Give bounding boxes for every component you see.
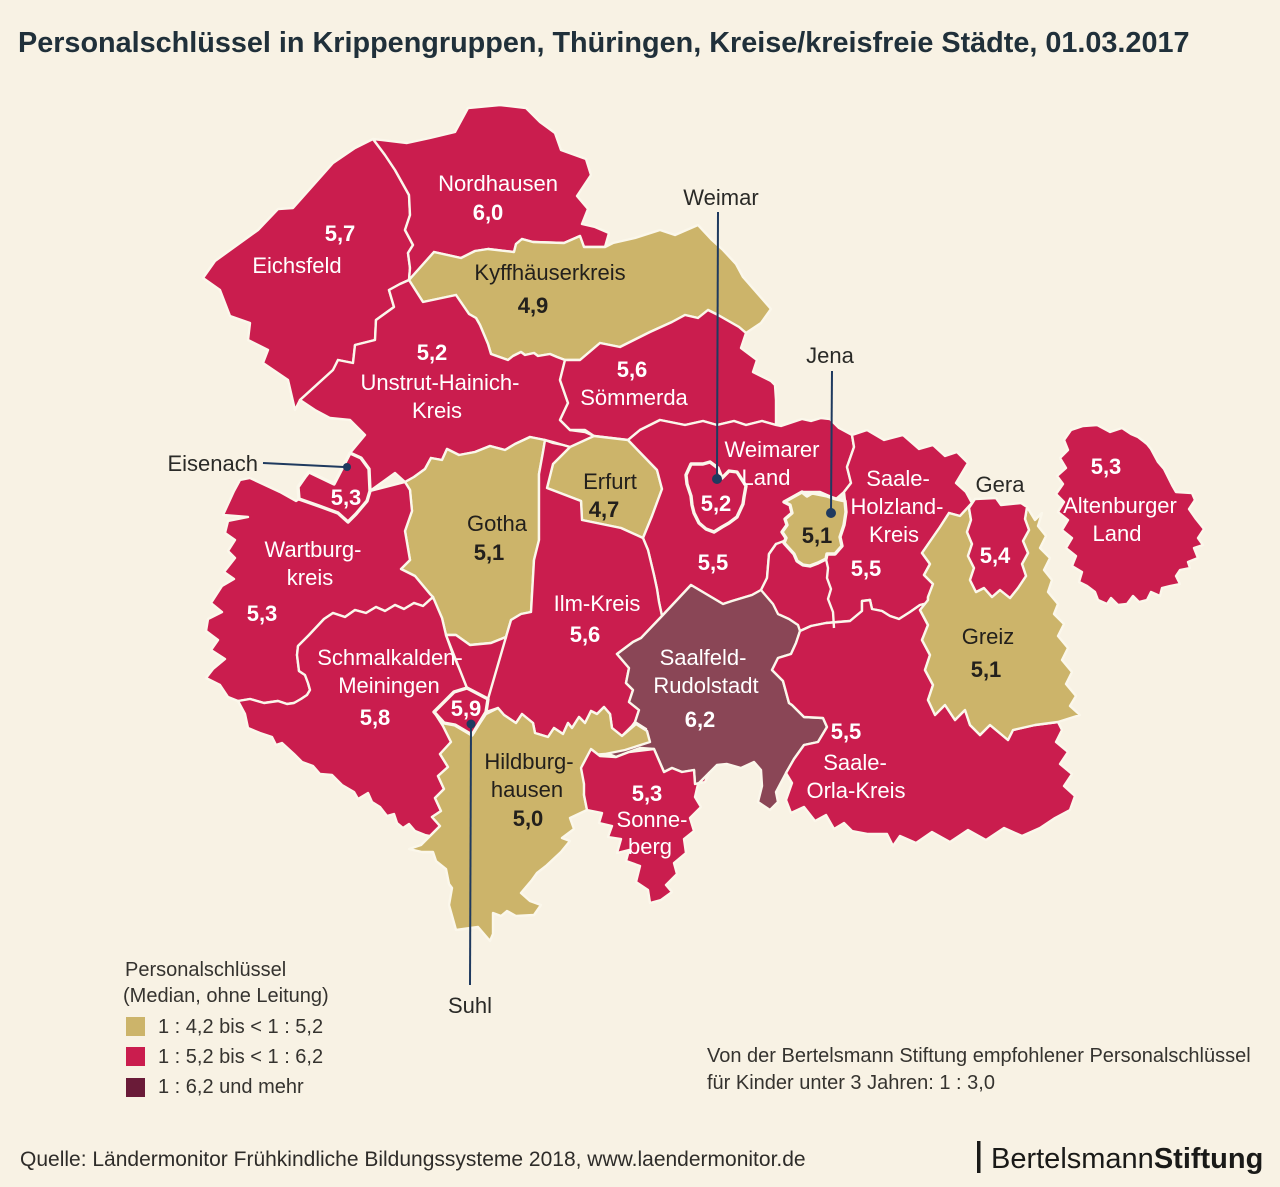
svg-text:5,8: 5,8: [360, 705, 391, 730]
svg-text:Ilm-Kreis: Ilm-Kreis: [554, 591, 641, 616]
svg-text:Sonne-: Sonne-: [617, 807, 688, 832]
svg-text:Unstrut-Hainich-: Unstrut-Hainich-: [361, 370, 520, 395]
svg-text:Eisenach: Eisenach: [167, 451, 258, 476]
svg-text:Land: Land: [1093, 521, 1142, 546]
svg-text:Hildburg-: Hildburg-: [484, 749, 573, 774]
svg-text:1 : 6,2 und mehr: 1 : 6,2 und mehr: [158, 1076, 304, 1098]
svg-text:Greiz: Greiz: [962, 624, 1015, 649]
svg-text:Personalschlüssel: Personalschlüssel: [125, 959, 286, 981]
svg-text:Quelle: Ländermonitor Frühkind: Quelle: Ländermonitor Frühkindliche Bild…: [20, 1148, 806, 1171]
svg-text:5,5: 5,5: [698, 550, 729, 575]
svg-text:5,3: 5,3: [331, 485, 362, 510]
svg-text:Weimar: Weimar: [683, 185, 758, 210]
svg-text:(Median, ohne Leitung): (Median, ohne Leitung): [123, 985, 329, 1007]
svg-text:Meiningen: Meiningen: [338, 673, 440, 698]
svg-text:Holzland-: Holzland-: [851, 494, 944, 519]
svg-text:Von der Bertelsmann Stiftung e: Von der Bertelsmann Stiftung empfohlener…: [707, 1045, 1251, 1067]
svg-text:5,9: 5,9: [451, 696, 482, 721]
svg-text:1 : 5,2 bis < 1 : 6,2: 1 : 5,2 bis < 1 : 6,2: [158, 1046, 323, 1068]
svg-text:Rudolstadt: Rudolstadt: [653, 673, 758, 698]
svg-text:Personalschlüssel in Krippengr: Personalschlüssel in Krippengruppen, Thü…: [18, 27, 1190, 59]
svg-text:Sömmerda: Sömmerda: [580, 385, 688, 410]
svg-text:Saale-: Saale-: [823, 750, 887, 775]
svg-text:5,4: 5,4: [980, 543, 1011, 568]
svg-text:Erfurt: Erfurt: [583, 469, 637, 494]
svg-text:6,0: 6,0: [473, 200, 504, 225]
svg-text:hausen: hausen: [491, 777, 563, 802]
svg-text:Saalfeld-: Saalfeld-: [660, 645, 747, 670]
svg-text:Schmalkalden-: Schmalkalden-: [317, 645, 463, 670]
svg-text:Orla-Kreis: Orla-Kreis: [806, 778, 905, 803]
svg-text:4,9: 4,9: [518, 293, 549, 318]
svg-text:kreis: kreis: [287, 565, 333, 590]
svg-text:Suhl: Suhl: [448, 993, 492, 1018]
svg-text:Kreis: Kreis: [869, 522, 919, 547]
svg-text:5,3: 5,3: [632, 781, 663, 806]
svg-text:5,2: 5,2: [701, 491, 732, 516]
svg-text:Kreis: Kreis: [412, 398, 462, 423]
svg-text:5,7: 5,7: [325, 221, 356, 246]
svg-text:berg: berg: [628, 834, 672, 859]
svg-text:BertelsmannStiftung: BertelsmannStiftung: [991, 1143, 1263, 1175]
svg-text:Jena: Jena: [806, 343, 854, 368]
svg-text:Wartburg-: Wartburg-: [265, 537, 362, 562]
svg-text:Gotha: Gotha: [467, 511, 528, 536]
svg-text:5,6: 5,6: [570, 622, 601, 647]
svg-text:Nordhausen: Nordhausen: [438, 171, 558, 196]
svg-text:Land: Land: [742, 465, 791, 490]
svg-text:Altenburger: Altenburger: [1063, 493, 1177, 518]
svg-text:Eichsfeld: Eichsfeld: [252, 253, 341, 278]
svg-text:5,2: 5,2: [417, 340, 448, 365]
svg-text:5,1: 5,1: [971, 657, 1002, 682]
svg-text:5,3: 5,3: [1091, 454, 1122, 479]
svg-text:5,0: 5,0: [513, 806, 544, 831]
svg-text:5,3: 5,3: [247, 601, 278, 626]
svg-text:5,1: 5,1: [474, 540, 505, 565]
svg-text:5,5: 5,5: [831, 719, 862, 744]
svg-text:5,6: 5,6: [617, 357, 648, 382]
svg-text:6,2: 6,2: [685, 707, 716, 732]
svg-text:Weimarer: Weimarer: [725, 437, 820, 462]
svg-text:4,7: 4,7: [589, 497, 620, 522]
svg-text:5,5: 5,5: [851, 556, 882, 581]
svg-text:1 : 4,2 bis < 1 : 5,2: 1 : 4,2 bis < 1 : 5,2: [158, 1016, 323, 1038]
svg-text:Kyffhäuserkreis: Kyffhäuserkreis: [474, 260, 625, 285]
svg-text:für Kinder unter 3 Jahren: 1 :: für Kinder unter 3 Jahren: 1 : 3,0: [707, 1072, 995, 1094]
svg-text:Gera: Gera: [976, 472, 1026, 497]
svg-text:5,1: 5,1: [802, 523, 833, 548]
svg-text:Saale-: Saale-: [866, 466, 930, 491]
